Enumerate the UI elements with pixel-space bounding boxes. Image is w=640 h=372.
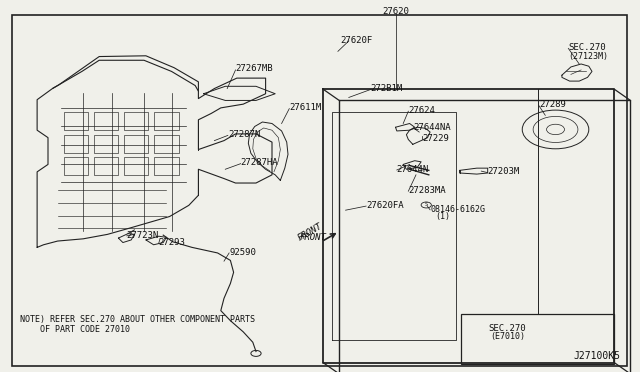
Bar bbox=[124, 157, 148, 175]
Text: 27624: 27624 bbox=[408, 106, 435, 115]
Bar bbox=[94, 135, 118, 153]
Text: 92590: 92590 bbox=[229, 248, 256, 257]
Text: S: S bbox=[425, 202, 428, 208]
Text: J27100K5: J27100K5 bbox=[574, 351, 621, 361]
Text: 27267MB: 27267MB bbox=[236, 64, 273, 73]
Text: 27287HA: 27287HA bbox=[241, 158, 278, 167]
Text: 272B1M: 272B1M bbox=[370, 84, 402, 93]
Text: 27287N: 27287N bbox=[228, 130, 260, 139]
Text: FRONT: FRONT bbox=[296, 222, 324, 243]
Bar bbox=[461, 314, 614, 364]
Text: 08146-6162G: 08146-6162G bbox=[430, 205, 485, 214]
Text: 27620FA: 27620FA bbox=[366, 201, 404, 210]
Text: (E7010): (E7010) bbox=[490, 332, 525, 341]
Bar bbox=[124, 135, 148, 153]
Text: 27620: 27620 bbox=[382, 7, 409, 16]
Text: 27283MA: 27283MA bbox=[408, 186, 446, 195]
Text: 27620F: 27620F bbox=[340, 36, 372, 45]
Text: 27293: 27293 bbox=[159, 238, 186, 247]
Bar bbox=[94, 112, 118, 130]
Bar bbox=[94, 157, 118, 175]
Text: 27203M: 27203M bbox=[488, 167, 520, 176]
Text: 27229: 27229 bbox=[422, 134, 449, 143]
Text: FRONT: FRONT bbox=[300, 233, 326, 242]
Text: 27644N: 27644N bbox=[397, 165, 429, 174]
Text: NOTE) REFER SEC.270 ABOUT OTHER COMPONENT PARTS
    OF PART CODE 27010: NOTE) REFER SEC.270 ABOUT OTHER COMPONEN… bbox=[20, 315, 255, 334]
Bar bbox=[154, 135, 179, 153]
Bar bbox=[154, 112, 179, 130]
Text: SEC.270: SEC.270 bbox=[568, 43, 606, 52]
Bar bbox=[124, 112, 148, 130]
Bar bbox=[154, 157, 179, 175]
Bar bbox=[64, 112, 88, 130]
Text: (1): (1) bbox=[435, 212, 450, 221]
Bar bbox=[64, 157, 88, 175]
Text: (27123M): (27123M) bbox=[568, 52, 609, 61]
Text: 27644NA: 27644NA bbox=[413, 123, 451, 132]
Text: SEC.270: SEC.270 bbox=[489, 324, 526, 333]
Bar bbox=[64, 135, 88, 153]
Text: 27611M: 27611M bbox=[289, 103, 321, 112]
Text: 27289: 27289 bbox=[539, 100, 566, 109]
Text: 27723N: 27723N bbox=[127, 231, 159, 240]
